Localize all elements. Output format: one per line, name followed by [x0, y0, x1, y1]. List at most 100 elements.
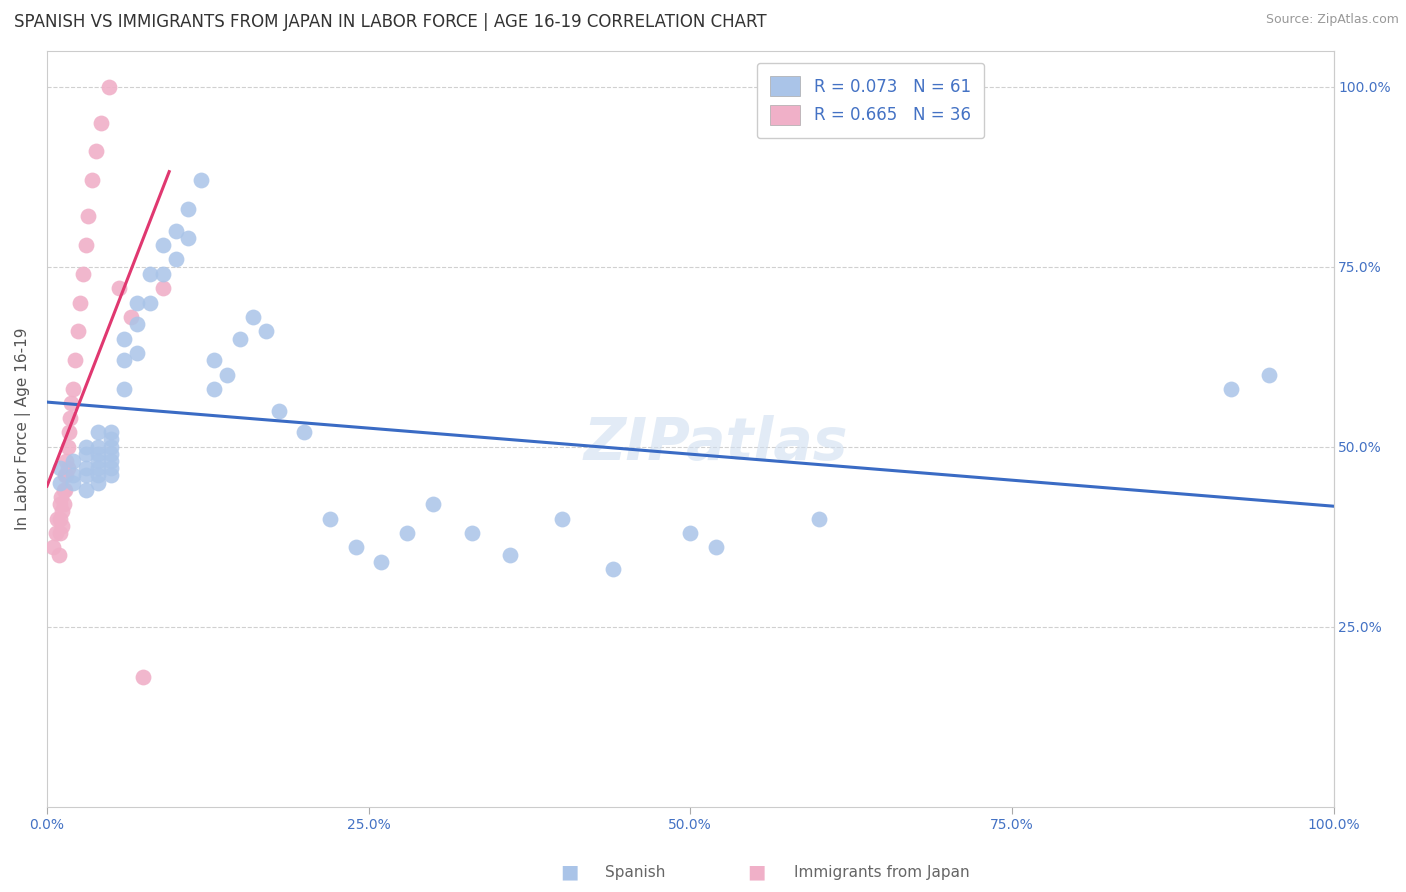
Point	[112, 353, 135, 368]
Legend: R = 0.073   N = 61, R = 0.665   N = 36: R = 0.073 N = 61, R = 0.665 N = 36	[756, 62, 984, 138]
Point	[396, 526, 419, 541]
Point	[65, 353, 87, 368]
Y-axis label: In Labor Force | Age 16-19: In Labor Force | Age 16-19	[15, 327, 31, 530]
Point	[87, 447, 110, 461]
Point	[66, 325, 89, 339]
Point	[460, 526, 482, 541]
Point	[62, 382, 84, 396]
Point	[112, 382, 135, 396]
Point	[97, 79, 120, 94]
Point	[87, 425, 110, 440]
Point	[77, 209, 100, 223]
Text: Source: ZipAtlas.com: Source: ZipAtlas.com	[1265, 13, 1399, 27]
Point	[62, 468, 84, 483]
Point	[499, 548, 522, 562]
Point	[139, 295, 162, 310]
Point	[422, 497, 444, 511]
Point	[100, 447, 122, 461]
Point	[60, 396, 83, 410]
Point	[807, 511, 830, 525]
Point	[49, 490, 72, 504]
Point	[108, 281, 131, 295]
Point	[52, 497, 75, 511]
Point	[51, 518, 73, 533]
Point	[139, 267, 162, 281]
Point	[72, 267, 94, 281]
Point	[56, 440, 79, 454]
Point	[62, 454, 84, 468]
Point	[49, 526, 72, 541]
Point	[1219, 382, 1241, 396]
Point	[100, 425, 122, 440]
Point	[75, 468, 97, 483]
Point	[100, 468, 122, 483]
Point	[75, 447, 97, 461]
Point	[165, 252, 187, 267]
Point	[152, 267, 174, 281]
Point	[52, 483, 75, 497]
Point	[229, 332, 252, 346]
Text: SPANISH VS IMMIGRANTS FROM JAPAN IN LABOR FORCE | AGE 16-19 CORRELATION CHART: SPANISH VS IMMIGRANTS FROM JAPAN IN LABO…	[14, 13, 766, 31]
Point	[55, 454, 77, 468]
Point	[1258, 368, 1281, 382]
Point	[165, 224, 187, 238]
Point	[49, 461, 72, 475]
Point	[59, 410, 82, 425]
Point	[42, 541, 65, 555]
Point	[550, 511, 572, 525]
Point	[120, 310, 142, 324]
Point	[152, 281, 174, 295]
Point	[49, 511, 72, 525]
Point	[112, 332, 135, 346]
Point	[87, 440, 110, 454]
Point	[55, 468, 77, 483]
Point	[100, 440, 122, 454]
Point	[53, 483, 76, 497]
Point	[53, 468, 76, 483]
Point	[267, 403, 290, 417]
Point	[202, 353, 225, 368]
Text: Immigrants from Japan: Immigrants from Japan	[794, 865, 970, 880]
Point	[62, 475, 84, 490]
Point	[242, 310, 264, 324]
Point	[84, 145, 107, 159]
Point	[80, 173, 103, 187]
Point	[254, 325, 277, 339]
Point	[75, 238, 97, 252]
Text: ■: ■	[560, 863, 579, 882]
Point	[69, 295, 91, 310]
Point	[100, 461, 122, 475]
Point	[46, 511, 69, 525]
Point	[319, 511, 342, 525]
Text: ZIPatlas: ZIPatlas	[583, 416, 848, 472]
Point	[190, 173, 212, 187]
Point	[292, 425, 315, 440]
Point	[49, 475, 72, 490]
Point	[48, 548, 70, 562]
Point	[602, 562, 624, 576]
Point	[125, 295, 148, 310]
Text: Spanish: Spanish	[605, 865, 665, 880]
Point	[51, 504, 73, 518]
Point	[87, 461, 110, 475]
Point	[125, 346, 148, 360]
Point	[75, 440, 97, 454]
Point	[125, 318, 148, 332]
Point	[217, 368, 239, 382]
Point	[49, 497, 72, 511]
Point	[56, 461, 79, 475]
Point	[45, 526, 67, 541]
Point	[87, 468, 110, 483]
Point	[370, 555, 392, 569]
Point	[152, 238, 174, 252]
Point	[177, 202, 200, 216]
Point	[177, 231, 200, 245]
Point	[90, 116, 112, 130]
Point	[100, 433, 122, 447]
Point	[87, 475, 110, 490]
Text: ■: ■	[747, 863, 766, 882]
Point	[704, 541, 727, 555]
Point	[100, 454, 122, 468]
Point	[344, 541, 367, 555]
Point	[679, 526, 702, 541]
